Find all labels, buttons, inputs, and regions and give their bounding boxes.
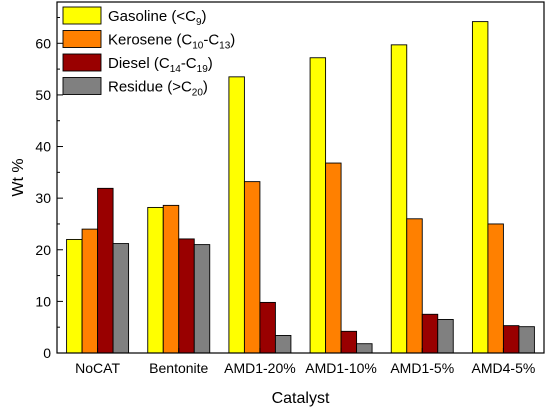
bar-diesel-amd1-5- bbox=[421, 313, 439, 354]
legend-label: Gasoline (<C9) bbox=[108, 8, 207, 28]
x-tick-label: AMD1-10% bbox=[305, 360, 377, 376]
x-tick-label: NoCAT bbox=[75, 360, 120, 376]
x-tick-label: AMD4-5% bbox=[472, 360, 536, 376]
bar-residue-nocat bbox=[112, 243, 130, 354]
bar-gasoline-amd1-20- bbox=[228, 76, 245, 354]
legend-label: Residue (>C20) bbox=[108, 79, 208, 99]
x-axis: NoCAT Bentonite AMD1-20% AMD1-10% AMD1-5% AMD… bbox=[75, 348, 535, 376]
bar-residue-amd1-10- bbox=[356, 343, 373, 354]
legend-swatch bbox=[62, 6, 102, 25]
bar-diesel-nocat bbox=[97, 187, 114, 354]
legend-swatch bbox=[62, 77, 102, 95]
y-tick-label: 40 bbox=[35, 139, 51, 155]
legend-swatch bbox=[62, 53, 102, 72]
bar-gasoline-nocat bbox=[66, 238, 83, 354]
bar-diesel-amd1-20- bbox=[259, 301, 276, 354]
bar-residue-bentonite bbox=[193, 244, 211, 354]
bar-gasoline-amd4-5- bbox=[471, 21, 489, 354]
bar-diesel-amd1-10- bbox=[340, 330, 358, 354]
bar-kerosene-nocat bbox=[81, 228, 99, 354]
bar-diesel-amd4-5- bbox=[502, 325, 520, 354]
bar-kerosene-amd1-20- bbox=[243, 181, 261, 354]
legend-swatch bbox=[62, 30, 102, 48]
y-tick-label: 30 bbox=[35, 190, 51, 206]
x-tick-label: Bentonite bbox=[149, 360, 208, 376]
bar-kerosene-bentonite bbox=[162, 204, 180, 354]
bar-gasoline-amd1-5- bbox=[390, 44, 408, 354]
x-tick-label: AMD1-20% bbox=[224, 360, 296, 376]
bar-gasoline-bentonite bbox=[147, 206, 164, 354]
y-tick-label: 60 bbox=[35, 35, 51, 51]
x-tick-label: AMD1-5% bbox=[390, 360, 454, 376]
y-tick-label: 50 bbox=[35, 87, 51, 103]
legend-label: Diesel (C14-C19) bbox=[108, 55, 213, 75]
y-tick-label: 0 bbox=[43, 345, 51, 361]
y-axis: 0 10 20 30 40 50 60 bbox=[35, 16, 63, 361]
legend-label: Kerosene (C10-C13) bbox=[108, 32, 235, 52]
legend: Gasoline (<C9) Kerosene (C10-C13) Diesel (… bbox=[62, 6, 235, 99]
y-tick-label: 10 bbox=[35, 293, 51, 309]
bar-residue-amd4-5- bbox=[518, 326, 535, 354]
bar-residue-amd1-5- bbox=[437, 318, 454, 354]
bar-kerosene-amd1-10- bbox=[325, 162, 342, 354]
bar-diesel-bentonite bbox=[178, 238, 195, 354]
bar-kerosene-amd4-5- bbox=[487, 223, 504, 354]
x-axis-title: Catalyst bbox=[272, 390, 330, 407]
bar-gasoline-amd1-10- bbox=[309, 57, 327, 354]
y-tick-label: 20 bbox=[35, 242, 51, 258]
plot-frame bbox=[56, 1, 545, 354]
bar-residue-amd1-20- bbox=[274, 335, 292, 354]
bar-kerosene-amd1-5- bbox=[406, 218, 423, 354]
y-axis-title: Wt % bbox=[10, 158, 27, 196]
